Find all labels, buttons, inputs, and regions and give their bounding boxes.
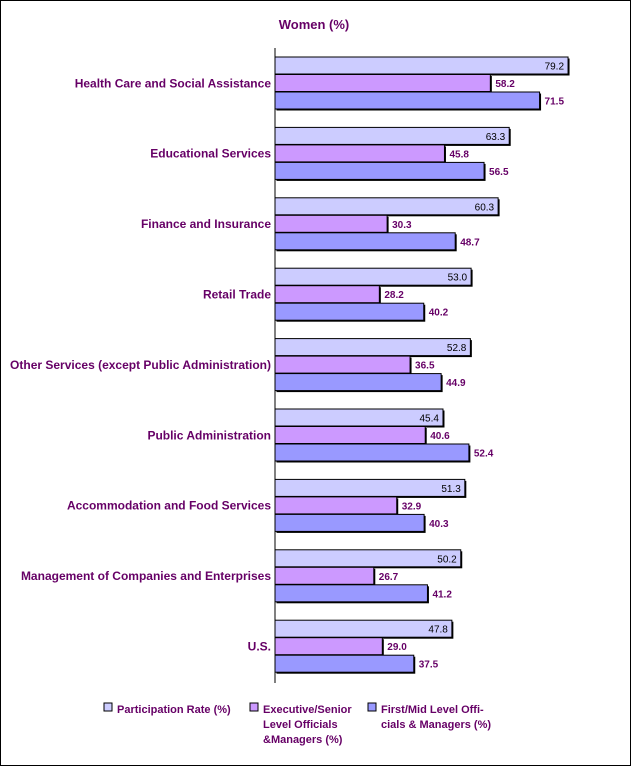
category-label: Finance and Insurance — [141, 217, 271, 231]
data-label: 45.4 — [420, 414, 440, 425]
data-label: 60.3 — [475, 202, 495, 213]
legend-entry-text: &Managers (%) — [263, 734, 343, 746]
legend-entry-text: First/Mid Level Offi- — [381, 704, 484, 716]
bar-series-1-8 — [274, 549, 462, 568]
bar-series-2-8 — [274, 566, 375, 585]
bar-series-2-7 — [274, 496, 398, 515]
data-label: 63.3 — [486, 132, 506, 143]
legend-entry-text: Level Officials — [263, 719, 338, 731]
data-label: 56.5 — [489, 167, 509, 178]
bar-series-1-6 — [274, 408, 444, 427]
data-label: 40.6 — [430, 431, 450, 442]
bar-series-1-7 — [274, 478, 466, 497]
bar-series-3-3 — [274, 232, 456, 251]
data-label: 71.5 — [545, 97, 565, 108]
legend-entry-text: Participation Rate (%) — [117, 704, 231, 716]
legend-entry-text: Executive/Senior — [263, 704, 352, 716]
bar-series-3-8 — [274, 584, 428, 603]
bar-series-1-9 — [274, 619, 453, 638]
bar-series-3-9 — [274, 654, 415, 673]
bar-series-1-4 — [274, 267, 472, 286]
bar-series-1-2 — [274, 126, 510, 145]
data-label: 58.2 — [495, 79, 515, 90]
data-label: 37.5 — [419, 660, 439, 671]
category-label: Management of Companies and Enterprises — [21, 569, 271, 583]
category-label: Other Services (except Public Administra… — [10, 358, 271, 372]
data-label: 26.7 — [379, 572, 399, 583]
bar-series-1-1 — [274, 56, 569, 75]
data-label: 53.0 — [448, 273, 468, 284]
data-label: 41.2 — [432, 589, 452, 600]
bar-series-2-1 — [274, 74, 491, 92]
data-label: 52.4 — [474, 449, 494, 460]
data-label: 29.0 — [387, 642, 407, 653]
bar-series-3-2 — [274, 161, 485, 180]
bar-series-3-4 — [274, 302, 425, 321]
category-label: Health Care and Social Assistance — [75, 76, 272, 90]
bar-series-2-4 — [274, 285, 380, 304]
data-label: 45.8 — [449, 149, 469, 160]
category-label: Public Administration — [147, 428, 271, 442]
data-label: 47.8 — [428, 625, 448, 636]
bar-series-3-7 — [274, 513, 425, 532]
bar-series-2-5 — [274, 355, 411, 374]
bar-series-1-3 — [274, 197, 499, 216]
bar-series-3-1 — [274, 91, 541, 110]
bar-series-2-2 — [274, 144, 445, 163]
legend-swatch-2 — [249, 702, 259, 712]
data-label: 28.2 — [384, 290, 404, 301]
bar-series-3-6 — [274, 443, 470, 462]
category-label: U.S. — [248, 639, 271, 653]
legend-swatch-1 — [103, 702, 113, 712]
data-label: 32.9 — [402, 501, 422, 512]
bar-series-2-9 — [274, 637, 383, 656]
data-label: 30.3 — [392, 220, 412, 231]
data-label: 44.9 — [446, 378, 466, 389]
category-label: Accommodation and Food Services — [67, 499, 271, 513]
data-label: 48.7 — [460, 237, 480, 248]
data-label: 51.3 — [441, 484, 461, 495]
chart-title: Women (%) — [279, 17, 350, 32]
data-label: 50.2 — [437, 554, 457, 565]
bar-series-3-5 — [274, 373, 442, 392]
legend-entry-text: cials & Managers (%) — [381, 719, 491, 731]
legend-swatch-3 — [367, 702, 377, 712]
bar-series-2-3 — [274, 214, 388, 233]
data-label: 40.3 — [429, 519, 449, 530]
data-label: 52.8 — [447, 343, 467, 354]
data-label: 40.2 — [429, 308, 449, 319]
data-label: 79.2 — [545, 62, 565, 73]
category-label: Retail Trade — [203, 287, 271, 301]
bar-series-2-6 — [274, 426, 426, 444]
data-label: 36.5 — [415, 361, 435, 372]
bar-series-1-5 — [274, 338, 471, 357]
category-label: Educational Services — [150, 147, 271, 161]
